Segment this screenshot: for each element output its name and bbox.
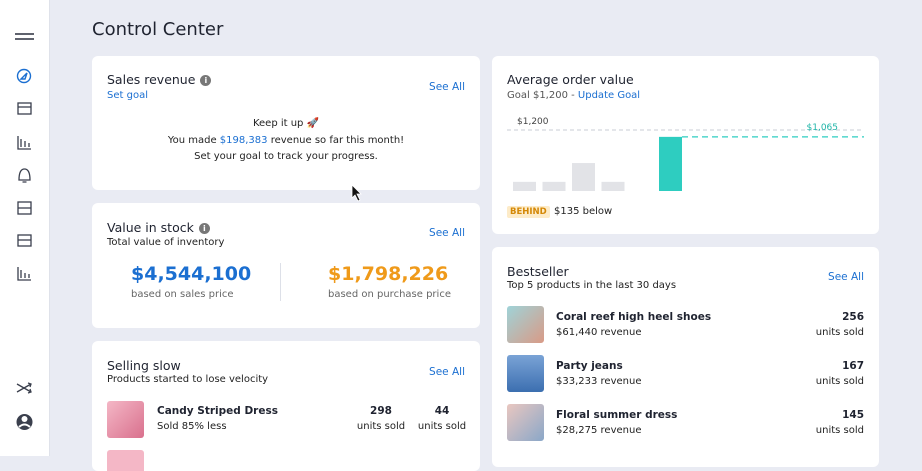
product-note: Sold 85% less [157,421,227,432]
page: Control Center Sales revenue i Set goal S… [0,0,879,471]
message-line: Set your goal to track your progress. [194,151,378,162]
units: 256 [842,311,864,323]
sidebar-icons [15,33,34,430]
update-goal-link[interactable]: Update Goal [577,90,641,101]
units-label: units sold [417,421,467,432]
message-line: Keep it up 🚀 [252,118,320,129]
product-name[interactable]: Coral reef high heel shoes [556,311,712,323]
aov-card: Average order value Goal $1,200 - Update… [492,56,879,234]
units: 167 [842,360,864,372]
purchase-value: $1,798,226 [328,263,449,285]
goal-label: $1,200 [517,117,549,127]
aov-chart: $1,200 $1,065 [507,117,864,191]
card-title: Value in stock i [107,220,210,235]
selling-slow-card: Selling slow Products started to lose ve… [92,341,480,471]
card-subtitle: Total value of inventory [107,237,225,248]
text: You made [167,135,217,146]
product-image [107,450,144,471]
title-text: Value in stock [107,220,194,235]
bar [513,181,536,191]
units-b: 44 [434,405,450,417]
title-text: Sales revenue [107,72,196,87]
product-image [507,404,544,441]
divider [280,263,281,301]
purchase-label: based on purchase price [328,289,451,300]
amount: $198,383 [219,135,268,146]
product-image [507,355,544,392]
sales-label: based on sales price [131,289,234,300]
see-all-link[interactable]: See All [429,366,465,378]
see-all-link[interactable]: See All [828,271,864,283]
value-in-stock-card: Value in stock i Total value of inventory… [92,203,480,328]
page-title: Control Center [92,19,224,40]
cursor [351,184,362,202]
sales-revenue-card: Sales revenue i Set goal See All Keep it … [92,56,480,190]
card-title: Sales revenue i [107,72,212,87]
units-label: units sold [815,376,864,387]
below-text: $135 below [554,206,613,217]
sidebar [0,0,50,456]
goal-line: Goal $1,200 - Update Goal [507,90,640,101]
product-name[interactable]: Candy Striped Dress [157,405,278,417]
product-revenue: $33,233 revenue [556,376,642,387]
units-label: units sold [815,425,864,436]
product-revenue: $61,440 revenue [556,327,642,338]
product-name[interactable]: Floral summer dress [556,409,678,421]
card-subtitle: Top 5 products in the last 30 days [507,280,677,291]
bar [572,163,595,191]
product-name[interactable]: Party jeans [556,360,623,372]
bar [542,181,566,191]
current-bar [659,136,682,191]
card-subtitle: Products started to lose velocity [107,374,269,385]
units-label: units sold [815,327,864,338]
card-title: Selling slow [107,358,181,373]
text: revenue so far this month! [270,135,405,146]
set-goal-link[interactable]: Set goal [107,90,148,101]
bestseller-card: Bestseller Top 5 products in the last 30… [492,247,879,467]
card-title: Bestseller [507,264,569,279]
product-image [107,401,144,438]
bar [601,181,625,191]
current-label: $1,065 [807,123,839,133]
see-all-link[interactable]: See All [429,81,465,93]
message-line: You made $198,383 revenue so far this mo… [92,135,480,146]
units: 145 [842,409,864,421]
units-label: units sold [356,421,406,432]
units-a: 298 [370,405,392,417]
product-image [507,306,544,343]
see-all-link[interactable]: See All [429,227,465,239]
sales-value: $4,544,100 [131,263,252,285]
status-badge: BEHIND [507,206,550,218]
goal-text: Goal $1,200 - [507,90,575,101]
product-revenue: $28,275 revenue [556,425,642,436]
card-title: Average order value [507,72,634,87]
